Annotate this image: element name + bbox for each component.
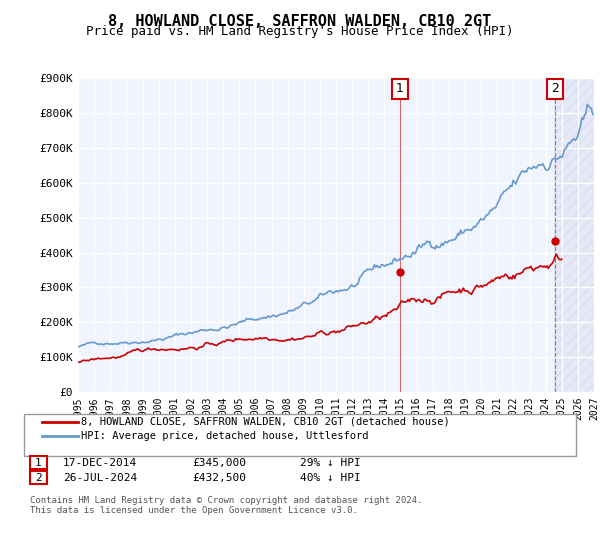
Bar [554,78,594,392]
Text: Contains HM Land Registry data © Crown copyright and database right 2024.
This d: Contains HM Land Registry data © Crown c… [30,496,422,515]
Text: 2: 2 [551,82,559,95]
Text: 40% ↓ HPI: 40% ↓ HPI [300,473,361,483]
Text: 29% ↓ HPI: 29% ↓ HPI [300,458,361,468]
Text: £432,500: £432,500 [192,473,246,483]
Text: 8, HOWLAND CLOSE, SAFFRON WALDEN, CB10 2GT: 8, HOWLAND CLOSE, SAFFRON WALDEN, CB10 2… [109,14,491,29]
Text: 1: 1 [396,82,404,95]
Text: 26-JUL-2024: 26-JUL-2024 [63,473,137,483]
Text: 17-DEC-2014: 17-DEC-2014 [63,458,137,468]
Text: 8, HOWLAND CLOSE, SAFFRON WALDEN, CB10 2GT (detached house): 8, HOWLAND CLOSE, SAFFRON WALDEN, CB10 2… [81,417,450,427]
Text: 2: 2 [35,473,42,483]
Text: Price paid vs. HM Land Registry's House Price Index (HPI): Price paid vs. HM Land Registry's House … [86,25,514,38]
Text: HPI: Average price, detached house, Uttlesford: HPI: Average price, detached house, Uttl… [81,431,368,441]
Text: 1: 1 [35,458,42,468]
Text: £345,000: £345,000 [192,458,246,468]
